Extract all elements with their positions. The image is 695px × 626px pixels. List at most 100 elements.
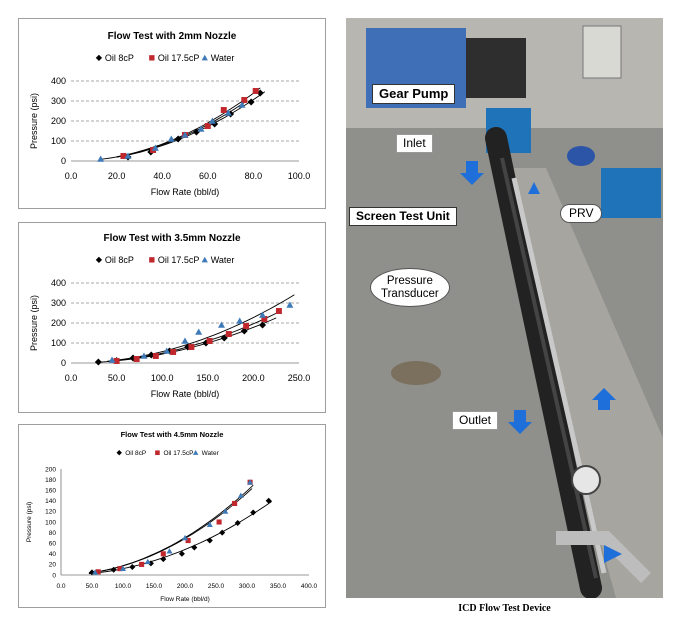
label-gear-pump: Gear Pump — [372, 84, 456, 105]
x-tick-4-5mm-2: 100.0 — [115, 583, 132, 590]
x-tick-4-5mm-0: 0.0 — [56, 583, 65, 590]
data-point-2mm-0-2 — [174, 135, 182, 143]
legend-marker-4-5mm-2 — [192, 450, 199, 455]
data-point-3-5mm-0-8 — [240, 327, 248, 335]
data-point-2mm-0-7 — [256, 89, 264, 97]
data-point-4-5mm-0-8 — [219, 529, 226, 536]
data-point-2mm-1-5 — [241, 97, 248, 103]
x-tick-3-5mm-5: 250.0 — [288, 373, 311, 383]
y-axis-label-4-5mm: Pressure (psi) — [26, 502, 33, 542]
x-tick-4-5mm-3: 150.0 — [146, 583, 163, 590]
y-tick-2mm-1: 100 — [51, 136, 66, 146]
data-point-3-5mm-2-2 — [163, 347, 171, 354]
data-point-4-5mm-0-10 — [250, 509, 257, 516]
trendline-2mm-0 — [116, 91, 266, 158]
legend-marker-4-5mm-0 — [116, 450, 122, 456]
label-outlet: Outlet — [452, 411, 499, 431]
chart-panel-2mm: Flow Test with 2mm Nozzle Oil 8cP Oil 17.5… — [18, 18, 326, 209]
inlet-arrow — [460, 161, 484, 185]
data-point-4-5mm-1-0 — [95, 569, 101, 575]
data-point-4-5mm-0-4 — [160, 556, 167, 563]
x-tick-4-5mm-4: 200.0 — [177, 583, 194, 590]
chart-3-5mm-svg: Flow Test with 3.5mm Nozzle Oil 8cP Oil 17… — [29, 233, 311, 399]
x-tick-3-5mm-0: 0.0 — [65, 373, 78, 383]
data-point-3-5mm-2-5 — [217, 321, 225, 328]
chart-panel-4-5mm: Flow Test with 4.5mm Nozzle Oil 8cP Oil 17… — [18, 424, 326, 608]
data-point-3-5mm-1-2 — [152, 353, 159, 359]
legend-marker-2mm-0 — [95, 54, 103, 61]
data-point-3-5mm-2-8 — [286, 301, 294, 308]
data-point-3-5mm-1-7 — [243, 323, 250, 329]
data-point-3-5mm-2-7 — [259, 311, 267, 318]
data-point-2mm-2-3 — [167, 135, 175, 142]
bypass-pipe — [511, 177, 607, 574]
y-tick-4-5mm-1: 20 — [49, 562, 57, 569]
tubular-highlight — [500, 157, 598, 579]
data-point-4-5mm-1-2 — [139, 561, 145, 567]
data-point-4-5mm-1-1 — [117, 566, 123, 572]
data-point-2mm-2-1 — [124, 152, 132, 159]
data-point-3-5mm-2-1 — [140, 352, 148, 359]
elbow-arrow — [604, 545, 622, 563]
trendline-3-5mm-0 — [98, 317, 277, 363]
data-point-3-5mm-2-6 — [236, 317, 244, 324]
data-point-4-5mm-2-7 — [237, 492, 244, 498]
x-axis-label-2mm: Flow Rate (bbl/d) — [151, 187, 220, 197]
data-point-4-5mm-1-6 — [232, 500, 238, 506]
x-axis-label-4-5mm: Flow Rate (bbl/d) — [160, 596, 210, 603]
data-point-4-5mm-0-3 — [147, 560, 154, 567]
outlet-arrow — [508, 410, 532, 434]
label-pressure-transducer: Pressure Transducer — [370, 268, 450, 308]
x-tick-4-5mm-5: 250.0 — [208, 583, 225, 590]
data-point-4-5mm-0-5 — [178, 550, 185, 557]
data-point-2mm-1-0 — [120, 153, 127, 159]
y-tick-4-5mm-7: 140 — [45, 498, 56, 505]
data-point-2mm-1-6 — [252, 88, 259, 94]
trendline-3-5mm-1 — [107, 310, 281, 362]
y-tick-3-5mm-1: 100 — [51, 338, 66, 348]
data-point-2mm-2-5 — [197, 125, 205, 132]
data-point-3-5mm-2-0 — [108, 356, 116, 363]
x-tick-2mm-5: 100.0 — [288, 171, 311, 181]
legend-label-4-5mm-2: Water — [202, 450, 220, 457]
y-tick-2mm-2: 200 — [51, 116, 66, 126]
data-point-2mm-1-3 — [204, 123, 211, 129]
x-tick-4-5mm-7: 350.0 — [270, 583, 287, 590]
data-point-4-5mm-2-4 — [182, 534, 188, 541]
y-tick-4-5mm-10: 200 — [45, 466, 56, 473]
y-tick-4-5mm-9: 180 — [45, 477, 56, 484]
data-point-2mm-2-6 — [208, 117, 216, 124]
legend-marker-2mm-2 — [201, 54, 208, 61]
x-tick-2mm-3: 60.0 — [199, 171, 217, 181]
data-point-3-5mm-1-8 — [261, 316, 268, 322]
legend-label-2mm-1: Oil 17.5cP — [158, 53, 200, 63]
chart-4-5mm-title: Flow Test with 4.5mm Nozzle — [121, 430, 224, 439]
y-tick-2mm-3: 300 — [51, 96, 66, 106]
y-axis-label-3-5mm: Pressure (psi) — [29, 295, 39, 351]
data-point-4-5mm-0-7 — [206, 537, 213, 544]
legend-marker-3-5mm-2 — [201, 256, 208, 263]
label-inlet: Inlet — [396, 134, 433, 154]
data-point-2mm-0-3 — [192, 128, 200, 136]
chart-2mm-svg: Flow Test with 2mm Nozzle Oil 8cP Oil 17.5… — [29, 31, 311, 197]
trendline-4-5mm-0 — [88, 501, 273, 575]
chart-2mm-title: Flow Test with 2mm Nozzle — [108, 31, 237, 42]
photo-caption: ICD Flow Test Device — [458, 603, 551, 614]
y-tick-4-5mm-8: 160 — [45, 487, 56, 494]
data-point-4-5mm-0-6 — [191, 544, 198, 551]
x-tick-4-5mm-8: 400.0 — [301, 583, 318, 590]
y-axis-label-2mm: Pressure (psi) — [29, 93, 39, 149]
legend-label-4-5mm-1: Oil 17.5cP — [163, 450, 193, 457]
x-tick-4-5mm-6: 300.0 — [239, 583, 256, 590]
data-point-3-5mm-2-4 — [195, 328, 203, 335]
pressure-gauge — [571, 465, 601, 495]
data-point-3-5mm-0-9 — [259, 321, 267, 329]
up-arrow — [528, 182, 540, 194]
x-tick-3-5mm-4: 200.0 — [242, 373, 265, 383]
data-point-3-5mm-1-9 — [275, 308, 282, 314]
data-point-3-5mm-1-0 — [113, 358, 120, 364]
x-axis-label-3-5mm: Flow Rate (bbl/d) — [151, 389, 220, 399]
data-point-3-5mm-1-4 — [188, 344, 195, 350]
gear-pump-motor — [466, 38, 526, 98]
data-point-4-5mm-0-1 — [110, 566, 117, 573]
